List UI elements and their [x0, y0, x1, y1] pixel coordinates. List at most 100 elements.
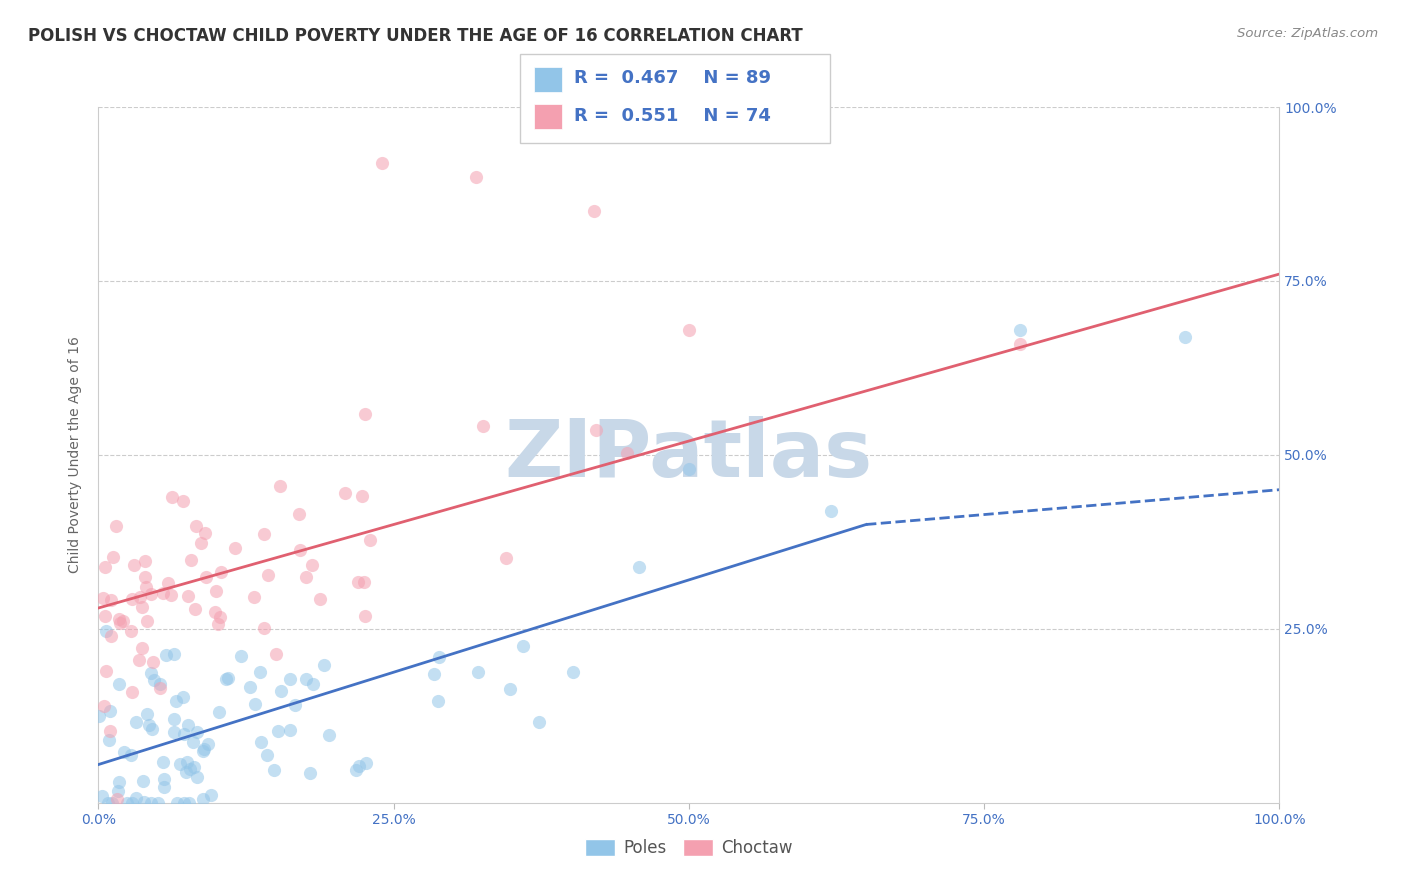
Poles: [177, 796, 200, 810]
Poles: [173, 796, 195, 810]
Poles: [193, 792, 215, 806]
Poles: [135, 707, 157, 722]
Poles: [562, 665, 585, 679]
Poles: [124, 714, 146, 729]
Choctaw: [209, 610, 232, 624]
Choctaw: [134, 570, 156, 584]
Choctaw: [149, 681, 172, 695]
Poles: [153, 772, 176, 786]
Poles: [172, 690, 194, 704]
Poles: [529, 714, 551, 729]
Y-axis label: Child Poverty Under the Age of 16: Child Poverty Under the Age of 16: [69, 336, 83, 574]
Choctaw: [94, 560, 117, 574]
Poles: [186, 724, 208, 739]
Choctaw: [224, 541, 246, 555]
Choctaw: [105, 792, 128, 806]
Poles: [186, 770, 208, 784]
Choctaw: [120, 624, 142, 639]
Poles: [249, 665, 271, 680]
Poles: [132, 773, 155, 788]
Choctaw: [256, 567, 278, 582]
Poles: [239, 680, 262, 694]
Poles: [267, 723, 290, 738]
Choctaw: [100, 629, 122, 643]
Choctaw: [142, 655, 165, 669]
Poles: [141, 722, 163, 736]
Choctaw: [678, 323, 700, 337]
Choctaw: [176, 589, 198, 603]
Text: R =  0.551    N = 74: R = 0.551 N = 74: [574, 107, 770, 125]
Choctaw: [465, 169, 488, 184]
Choctaw: [335, 486, 357, 500]
Choctaw: [190, 536, 212, 550]
Choctaw: [354, 608, 377, 623]
Poles: [169, 756, 191, 771]
Poles: [174, 764, 197, 779]
Poles: [179, 762, 201, 776]
Poles: [98, 704, 121, 718]
Poles: [98, 732, 121, 747]
Poles: [112, 745, 135, 759]
Choctaw: [195, 570, 218, 584]
Choctaw: [108, 616, 131, 631]
Poles: [678, 462, 700, 476]
Poles: [1174, 329, 1197, 343]
Choctaw: [128, 653, 150, 667]
Poles: [101, 796, 124, 810]
Poles: [163, 712, 186, 726]
Poles: [215, 673, 238, 687]
Poles: [270, 684, 292, 698]
Poles: [344, 764, 367, 778]
Choctaw: [98, 724, 121, 739]
Poles: [152, 755, 174, 769]
Poles: [250, 735, 273, 749]
Poles: [263, 763, 285, 777]
Poles: [155, 648, 177, 662]
Choctaw: [353, 575, 375, 590]
Poles: [149, 677, 172, 691]
Poles: [177, 718, 200, 732]
Poles: [467, 665, 489, 679]
Poles: [423, 666, 446, 681]
Choctaw: [152, 586, 174, 600]
Poles: [125, 791, 148, 805]
Text: ZIPatlas: ZIPatlas: [505, 416, 873, 494]
Poles: [121, 796, 143, 810]
Choctaw: [108, 612, 131, 626]
Poles: [163, 647, 186, 661]
Choctaw: [350, 489, 373, 503]
Poles: [139, 665, 162, 680]
Choctaw: [209, 565, 232, 579]
Poles: [1008, 323, 1031, 337]
Poles: [298, 766, 321, 780]
Choctaw: [354, 407, 377, 421]
Choctaw: [141, 586, 163, 600]
Poles: [427, 649, 450, 664]
Poles: [146, 796, 169, 810]
Choctaw: [194, 526, 217, 541]
Poles: [229, 649, 252, 664]
Poles: [193, 744, 215, 758]
Choctaw: [91, 591, 114, 605]
Text: R =  0.467    N = 89: R = 0.467 N = 89: [574, 70, 770, 87]
Poles: [280, 673, 302, 687]
Choctaw: [172, 494, 194, 508]
Choctaw: [131, 599, 153, 614]
Poles: [107, 783, 129, 797]
Text: Source: ZipAtlas.com: Source: ZipAtlas.com: [1237, 27, 1378, 40]
Poles: [139, 796, 162, 810]
Choctaw: [122, 558, 145, 572]
Poles: [200, 789, 222, 803]
Choctaw: [471, 418, 494, 433]
Choctaw: [347, 574, 370, 589]
Poles: [284, 698, 307, 712]
Choctaw: [269, 479, 291, 493]
Poles: [97, 796, 120, 810]
Poles: [820, 503, 842, 517]
Choctaw: [288, 543, 311, 558]
Choctaw: [253, 526, 276, 541]
Choctaw: [129, 590, 152, 604]
Poles: [181, 735, 204, 749]
Poles: [91, 789, 114, 804]
Choctaw: [253, 621, 276, 635]
